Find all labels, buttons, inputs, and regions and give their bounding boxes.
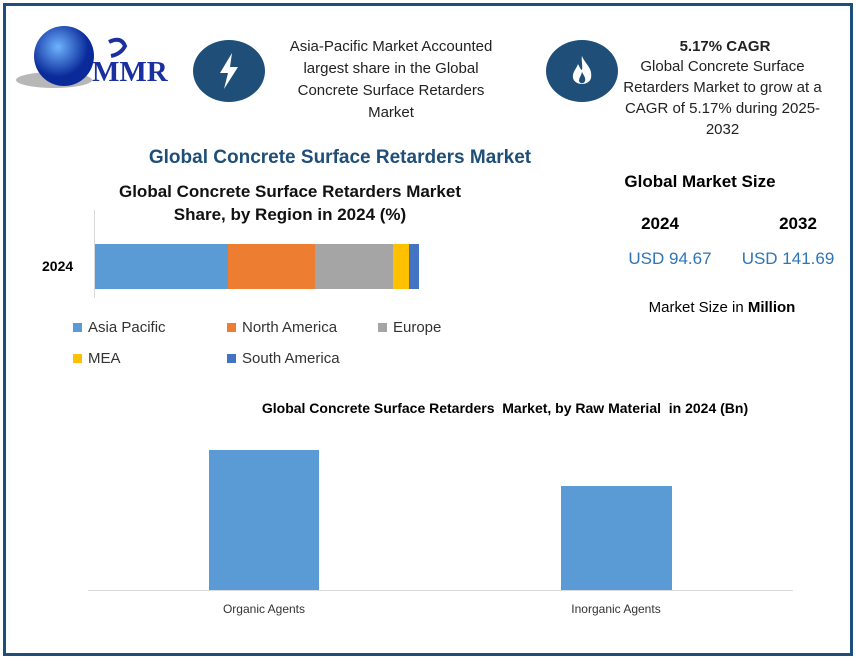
- mmr-logo: MMR: [14, 24, 174, 94]
- region-category-2024: 2024: [42, 258, 74, 274]
- bar-segment-mea: [393, 244, 410, 289]
- market-size-title: Global Market Size: [624, 172, 776, 191]
- globe-icon: [16, 26, 128, 88]
- highlight-asia-pacific: Asia-Pacific Market Accounted largest sh…: [289, 38, 493, 121]
- bar-segment-north-america: [227, 244, 316, 289]
- region-axis: [94, 210, 95, 298]
- cagr-title: 5.17% CAGR: [679, 38, 771, 55]
- region-chart-title: Global Concrete Surface Retarders Market…: [118, 182, 461, 224]
- legend-mea: MEA: [73, 350, 121, 367]
- stacked-bar: [95, 244, 419, 289]
- bar-segment-europe: [315, 244, 394, 289]
- main-title: Global Concrete Surface Retarders Market: [148, 147, 532, 168]
- label-inorganic-agents: Inorganic Agents: [571, 602, 661, 616]
- year-2024: 2024: [641, 214, 679, 233]
- bar-organic-agents: [209, 449, 319, 590]
- value-2024: USD 94.67: [628, 249, 712, 268]
- cagr-text: Global Concrete Surface Retarders Market…: [623, 58, 822, 138]
- flame-icon: [546, 40, 618, 102]
- material-chart-title: Global Concrete Surface Retarders Market…: [261, 400, 749, 416]
- bar-inorganic-agents: [561, 485, 672, 590]
- legend-north-america: North America: [227, 319, 337, 336]
- legend-south-america: South America: [227, 350, 340, 367]
- unit-note: Market Size in Million: [648, 299, 796, 316]
- legend-europe: Europe: [378, 319, 441, 336]
- value-2032: USD 141.69: [741, 249, 835, 268]
- label-organic-agents: Organic Agents: [222, 602, 306, 616]
- year-2032: 2032: [779, 214, 817, 233]
- legend-asia-pacific: Asia Pacific: [73, 319, 166, 336]
- frame: [3, 3, 853, 656]
- bar-segment-south-america: [409, 244, 419, 289]
- bar-segment-asia-pacific: [95, 244, 228, 289]
- lightning-icon: [193, 40, 265, 102]
- logo-text: MMR: [92, 56, 168, 88]
- material-baseline: [88, 590, 793, 591]
